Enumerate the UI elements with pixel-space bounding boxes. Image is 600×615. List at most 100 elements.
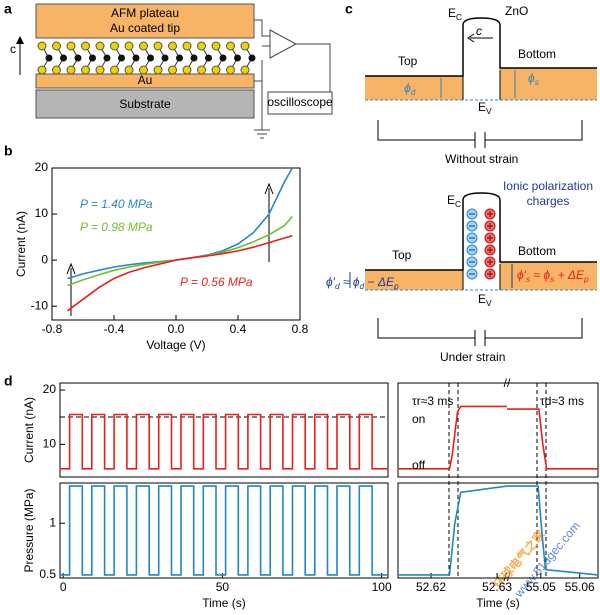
atom: [168, 65, 177, 75]
atom: [176, 54, 183, 62]
atom: [182, 41, 192, 51]
label: Ionic polarization: [503, 179, 593, 193]
atom: [182, 65, 192, 75]
text-part: E: [478, 292, 486, 306]
atom: [52, 65, 61, 75]
label: ϕd: [404, 81, 416, 97]
annotation: τr≈3 ms: [412, 394, 453, 408]
atom: [37, 41, 47, 51]
tip: [35, 3, 255, 39]
band: [500, 262, 597, 290]
text-part: E: [448, 6, 456, 20]
charge: [487, 235, 493, 241]
text-part: ϕ: [528, 71, 535, 85]
series-label: P = 0.98 MPa: [80, 220, 153, 234]
atom: [118, 54, 125, 62]
annotation: τd≈3 ms: [540, 394, 584, 408]
y-axis-label: Current (nA): [22, 397, 36, 463]
text-part: V: [486, 298, 492, 308]
arrow: [467, 33, 493, 43]
x-tick-label: 52.62: [416, 580, 446, 594]
text-part: − ΔE: [364, 275, 395, 289]
atom: [226, 65, 235, 75]
series-label: P = 0.56 MPa: [180, 275, 253, 289]
atom: [66, 65, 76, 75]
label: charges: [527, 194, 570, 208]
atom: [168, 41, 177, 51]
text-part: d: [411, 87, 416, 97]
band-edge: [365, 17, 597, 77]
diagram-c: EC ZnO c Top Bottom ϕd ϕs EV Without str…: [326, 4, 597, 364]
y-axis-label: Current (nA): [14, 211, 28, 277]
text-part: E: [478, 100, 486, 114]
series-line: [398, 485, 599, 576]
panel-label: c: [345, 1, 353, 17]
y-tick-label: -10: [31, 298, 49, 312]
arrow: [349, 264, 513, 288]
atom: [52, 41, 61, 51]
atom: [124, 65, 134, 75]
y-axis-label: Pressure (MPa): [22, 488, 36, 572]
atom: [103, 54, 111, 62]
plot-frame: [397, 382, 599, 478]
x-tick-label: 50: [216, 580, 230, 594]
oscilloscope: [267, 91, 333, 115]
series-line: [60, 485, 388, 576]
charge: [487, 223, 493, 229]
atom: [124, 41, 134, 51]
x-tick-label: 55.06: [565, 580, 595, 594]
label: AFM plateau: [111, 6, 179, 20]
x-tick-label: 0.8: [292, 322, 309, 336]
y-tick-label: 1: [49, 515, 56, 529]
atom: [197, 65, 206, 75]
label: c: [10, 42, 16, 56]
text-part: s: [535, 77, 540, 87]
label: EC: [448, 6, 462, 22]
y-tick-label: 10: [35, 206, 49, 220]
series-line: [67, 234, 293, 312]
x-tick-label: 0: [60, 580, 67, 594]
diagram-a: AFM plateau Au coated tip Au Substrate c…: [10, 3, 333, 139]
band-edge: [462, 264, 501, 290]
atom: [81, 41, 90, 51]
text-part: p: [583, 274, 589, 284]
charges: [466, 208, 496, 280]
arrow: [16, 36, 24, 44]
y-tick-label: 20: [43, 382, 57, 396]
x-axis-label: Voltage (V): [146, 338, 205, 352]
label: oscilloscope: [267, 95, 333, 109]
label: Top: [392, 248, 412, 262]
atom: [248, 54, 256, 62]
atom: [197, 41, 206, 51]
atom: [153, 65, 163, 75]
layer: [37, 41, 256, 75]
x-tick-label: -0.4: [104, 322, 125, 336]
text-part: + ΔE: [554, 268, 585, 282]
text-part: ϕ′: [326, 275, 336, 289]
label: ϕ′s ≈ ϕs + ΔEp: [517, 268, 589, 284]
text-part: s: [550, 274, 555, 284]
text-part: ϕ′: [517, 268, 527, 282]
label: Bottom: [518, 47, 556, 61]
text-part: p: [393, 281, 399, 291]
circuit: [377, 120, 583, 148]
atom: [211, 65, 221, 75]
x-axis-label: Time (s): [476, 596, 520, 610]
atom: [234, 54, 241, 62]
plot-frame: [59, 382, 389, 478]
atom: [74, 54, 82, 62]
label: Bottom: [518, 244, 556, 258]
atom: [219, 54, 227, 62]
band-edge: [365, 192, 597, 271]
label: ϕs: [528, 71, 540, 87]
label: EV: [478, 100, 492, 116]
panel-label: a: [4, 1, 12, 17]
wire: [254, 43, 331, 139]
charge: [487, 211, 493, 217]
text-part: d: [335, 281, 340, 291]
x-tick-label: 100: [372, 580, 392, 594]
atom: [95, 65, 105, 75]
atom: [110, 41, 119, 51]
amplifier: [269, 29, 298, 59]
